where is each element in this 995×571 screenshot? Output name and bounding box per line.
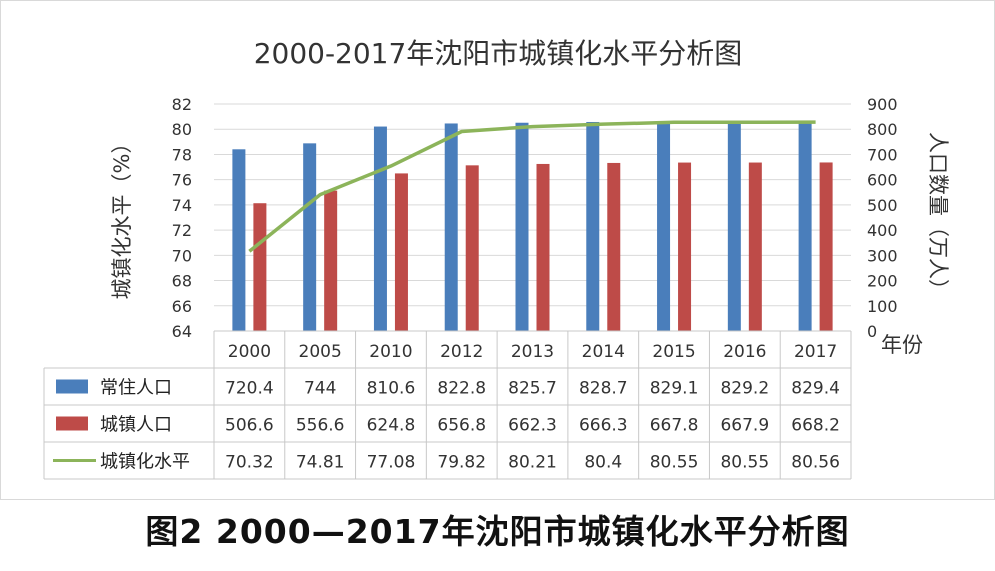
left-tick-label: 78 xyxy=(172,145,192,164)
data-label: 624.8 xyxy=(367,416,416,436)
chart-title: 2000-2017年沈阳市城镇化水平分析图 xyxy=(254,37,743,70)
data-label: 74.81 xyxy=(296,453,345,473)
data-label: 829.1 xyxy=(650,379,699,399)
right-tick-label: 800 xyxy=(867,120,898,139)
bar-resident-population xyxy=(232,149,246,331)
category-label: 2017 xyxy=(794,342,837,362)
data-label: 668.2 xyxy=(791,416,840,436)
data-label: 825.7 xyxy=(508,379,557,399)
data-label: 828.7 xyxy=(579,379,628,399)
bar-urban-population xyxy=(748,162,762,331)
category-label: 2005 xyxy=(299,342,342,362)
left-tick-label: 72 xyxy=(172,221,192,240)
data-label: 666.3 xyxy=(579,416,628,436)
data-label: 80.4 xyxy=(584,453,622,473)
data-table: 2000 2005 2010 2012 2013 2014 2015 2016 2017 常住人口… xyxy=(43,330,852,480)
left-tick-label: 66 xyxy=(172,297,192,316)
chart-svg: 2000-2017年沈阳市城镇化水平分析图 64 66 68 70 72 74 76 78 80… xyxy=(43,37,950,480)
right-tick-label: 900 xyxy=(867,95,898,114)
legend-swatch xyxy=(56,416,88,431)
left-tick-label: 74 xyxy=(172,196,192,215)
bar-urban-population xyxy=(465,165,479,331)
category-label: 2013 xyxy=(511,342,554,362)
bars xyxy=(232,121,833,332)
urbanization-line xyxy=(248,120,816,253)
right-tick-label: 400 xyxy=(867,221,898,240)
data-label: 720.4 xyxy=(225,379,274,399)
bar-urban-population xyxy=(536,163,550,331)
bar-resident-population xyxy=(515,122,529,331)
data-label: 556.6 xyxy=(296,416,345,436)
data-label: 79.82 xyxy=(437,453,486,473)
data-label: 656.8 xyxy=(437,416,486,436)
left-tick-label: 82 xyxy=(172,95,192,114)
bar-resident-population xyxy=(444,123,458,331)
right-tick-label: 300 xyxy=(867,246,898,265)
gridlines xyxy=(214,103,851,332)
right-axis: 0 100 200 300 400 500 600 700 800 900 xyxy=(867,95,898,341)
left-axis-title: 城镇化水平（%） xyxy=(110,133,134,300)
legend-label: 城镇化水平 xyxy=(100,452,190,473)
bar-resident-population xyxy=(303,143,317,331)
left-tick-label: 80 xyxy=(172,120,192,139)
bar-urban-population xyxy=(819,162,833,331)
right-tick-label: 500 xyxy=(867,196,898,215)
category-label: 2016 xyxy=(723,342,766,362)
bar-resident-population xyxy=(586,121,600,331)
category-label: 2015 xyxy=(652,342,695,362)
bar-resident-population xyxy=(373,126,387,331)
left-tick-label: 70 xyxy=(172,246,192,265)
bar-urban-population xyxy=(394,173,408,331)
left-tick-label: 68 xyxy=(172,272,192,291)
x-axis-title: 年份 xyxy=(881,333,923,357)
category-label: 2010 xyxy=(369,342,412,362)
bar-resident-population xyxy=(657,121,671,331)
chart-frame: 2000-2017年沈阳市城镇化水平分析图 64 66 68 70 72 74 76 78 80… xyxy=(0,0,995,500)
data-label: 506.6 xyxy=(225,416,274,436)
bar-resident-population xyxy=(727,121,741,331)
category-label: 2000 xyxy=(228,342,271,362)
left-axis: 64 66 68 70 72 74 76 78 80 82 xyxy=(172,95,192,341)
category-label: 2014 xyxy=(582,342,625,362)
data-label: 667.9 xyxy=(720,416,769,436)
legend-label: 常住人口 xyxy=(100,378,172,399)
figure-caption: 图2 2000—2017年沈阳市城镇化水平分析图 xyxy=(145,512,850,551)
bar-urban-population xyxy=(607,162,621,331)
right-tick-label: 200 xyxy=(867,272,898,291)
data-label: 80.55 xyxy=(650,453,699,473)
right-tick-label: 700 xyxy=(867,145,898,164)
data-label: 77.08 xyxy=(367,453,416,473)
data-label: 80.55 xyxy=(720,453,769,473)
data-label: 744 xyxy=(304,379,336,399)
data-label: 822.8 xyxy=(437,379,486,399)
left-tick-label: 76 xyxy=(172,171,192,190)
legend-swatch xyxy=(56,379,88,394)
right-tick-label: 0 xyxy=(867,322,877,341)
right-tick-label: 100 xyxy=(867,297,898,316)
bar-urban-population xyxy=(324,190,338,331)
bar-urban-population xyxy=(678,162,692,331)
data-label: 667.8 xyxy=(650,416,699,436)
bar-resident-population xyxy=(798,121,812,332)
data-label: 810.6 xyxy=(367,379,416,399)
data-label: 80.56 xyxy=(791,453,840,473)
data-label: 662.3 xyxy=(508,416,557,436)
data-label: 829.4 xyxy=(791,379,840,399)
data-label: 70.32 xyxy=(225,453,274,473)
legend-label: 城镇人口 xyxy=(100,415,172,436)
data-label: 80.21 xyxy=(508,453,557,473)
category-label: 2012 xyxy=(440,342,483,362)
left-tick-label: 64 xyxy=(172,322,192,341)
right-axis-title: 人口数量（万人） xyxy=(926,132,950,300)
bar-urban-population xyxy=(253,203,267,331)
data-label: 829.2 xyxy=(720,379,769,399)
right-tick-label: 600 xyxy=(867,171,898,190)
